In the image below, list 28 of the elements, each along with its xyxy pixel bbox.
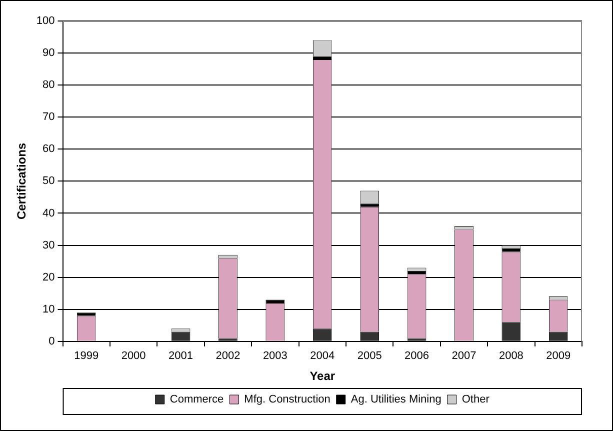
legend-label: Mfg. Construction xyxy=(244,394,330,406)
y-tick-label: 40 xyxy=(42,207,55,220)
y-tick-label: 50 xyxy=(42,175,55,188)
y-tick-label: 60 xyxy=(42,143,55,156)
x-tick-label: 2003 xyxy=(262,350,288,362)
x-tick-label: 2004 xyxy=(310,350,335,362)
x-tick-label: 1999 xyxy=(74,350,99,362)
x-tick-label: 2006 xyxy=(404,350,430,362)
legend-label: Ag. Utilities Mining xyxy=(350,394,442,406)
x-tick-label: 2000 xyxy=(121,350,146,362)
x-tick-label: 2009 xyxy=(546,350,571,362)
y-tick-label: 70 xyxy=(42,111,55,124)
y-tick-label: 100 xyxy=(36,15,55,28)
x-tick-label: 2001 xyxy=(168,350,194,362)
y-tick-label: 20 xyxy=(42,271,55,284)
y-tick-label: 10 xyxy=(42,303,55,316)
x-tick-label: 2002 xyxy=(216,350,240,362)
legend-label: Commerce xyxy=(170,394,224,406)
x-tick-label: 2007 xyxy=(452,350,476,362)
y-axis-title: Certifications xyxy=(14,142,29,220)
x-tick-label: 2008 xyxy=(498,350,524,362)
x-axis-title: Year xyxy=(310,369,336,384)
y-tick-label: 0 xyxy=(48,335,55,348)
y-tick-label: 80 xyxy=(42,79,55,92)
legend-label: Other xyxy=(462,394,490,406)
y-tick-label: 90 xyxy=(42,47,55,60)
y-tick-label: 30 xyxy=(42,239,55,252)
x-tick-label: 2005 xyxy=(357,350,382,362)
